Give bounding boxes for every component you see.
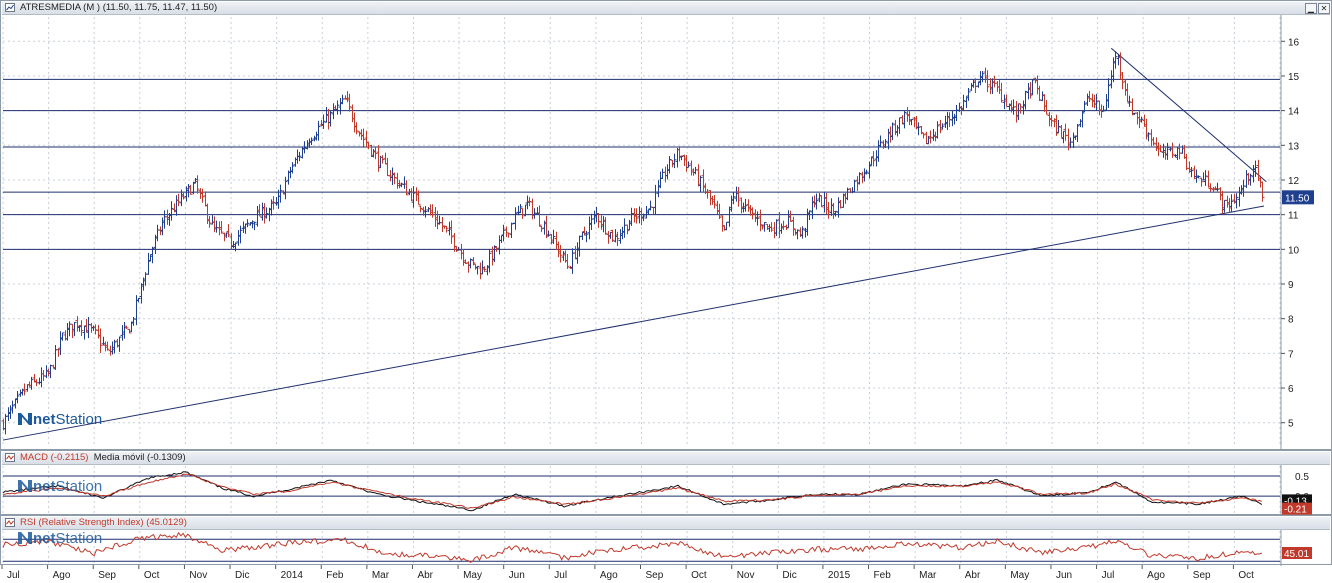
chart-icon [5,3,15,12]
price-panel-title: ATRESMEDIA (M ) (11.50, 11.75, 11.47, 11… [20,2,218,13]
netstation-logo-macd: netStation [17,478,102,495]
x-tick-label: Jul [1102,570,1115,581]
macd-signal-line [2,473,1262,509]
x-tick-label: Oct [144,570,160,581]
netstation-logo-icon [18,413,32,425]
x-tick-label: Mar [372,570,390,581]
price-panel: ATRESMEDIA (M ) (11.50, 11.75, 11.47, 11… [0,0,1332,451]
last-price-label: 11.50 [1285,193,1310,204]
last-price-tag [1282,190,1314,205]
macd-title-value: MACD (-0.2115) [20,452,89,463]
y-tick-label: 7 [1288,349,1294,360]
x-tick-label: Feb [326,570,344,581]
netstation-logo-icon [18,532,32,544]
x-tick-label: May [463,570,482,581]
rsi-value-tag-label: 45.01 [1284,549,1309,560]
y-tick-label: 13 [1288,141,1300,152]
x-tick-label: Dic [782,570,796,581]
rsi-panel: RSI (Relative Strength Index) (45.0129) … [0,515,1332,566]
x-tick-label: Nov [737,570,755,581]
netstation-logo-icon [18,480,32,492]
logo-net-text: net [33,411,56,428]
x-tick-label: Oct [691,570,707,581]
x-tick-label: 2014 [281,570,304,581]
x-tick-label: Nov [189,570,207,581]
logo-station-text: Station [55,530,103,547]
time-axis-labels: Jul Ago Sep Oct Nov Dic 2014 Feb Mar Abr May Jun Jul… [1,565,1254,581]
rsi-line [2,531,1262,563]
x-tick-label: Sep [646,570,664,581]
trendline [2,205,1265,441]
x-tick-label: Feb [874,570,892,581]
x-tick-label: Jun [509,570,525,581]
y-tick-label: 10 [1288,245,1300,256]
close-button[interactable]: ✕ [1318,3,1330,14]
macd-y-tick-label: 0.5 [1295,472,1309,483]
price-chart: 5 6 7 8 9 10 11 12 13 14 15 16 11.50 [1,15,1314,451]
y-tick-label: 15 [1288,72,1300,83]
indicator-icon [5,453,15,462]
x-tick-label: Jul [554,570,567,581]
macd-line [2,471,1263,512]
x-tick-label: 2015 [828,570,851,581]
x-tick-label: Ago [1147,570,1165,581]
logo-station-text: Station [55,478,103,495]
x-tick-label: Sep [1193,570,1211,581]
x-tick-label: Jul [7,570,20,581]
y-tick-label: 5 [1288,419,1294,430]
x-tick-label: Ago [53,570,71,581]
macd-panel-title: MACD (-0.2115) Media móvil (-0.1309) [20,452,186,464]
macd-chart: 0.50.0-0.13-0.21 [2,465,1312,516]
macd-value-tag-label: -0.21 [1284,505,1307,516]
netstation-logo: netStation [17,411,102,428]
x-tick-label: Mar [919,570,937,581]
indicator-icon [5,518,15,527]
logo-station-text: Station [55,411,103,428]
minimize-button[interactable]: ▁ [1305,3,1317,14]
x-tick-label: Abr [965,570,981,581]
logo-net-text: net [33,478,56,495]
x-tick-label: Dic [235,570,249,581]
y-tick-label: 14 [1288,107,1300,118]
macd-value-tag [1282,502,1312,515]
rsi-value-tag [1282,546,1312,559]
x-tick-label: Abr [417,570,433,581]
macd-panel: MACD (-0.2115) Media móvil (-0.1309) 0.5… [0,450,1332,516]
y-tick-label: 16 [1288,37,1300,48]
time-axis: Jul Ago Sep Oct Nov Dic 2014 Feb Mar Abr May Jun Jul… [0,564,1280,583]
y-tick-label: 6 [1288,384,1294,395]
logo-net-text: net [33,530,56,547]
macd-signal-title: Media móvil (-0.1309) [93,452,186,463]
macd-panel-titlebar: MACD (-0.2115) Media móvil (-0.1309) [2,452,1330,465]
x-tick-label: Oct [1238,570,1254,581]
macd-signal-tag-label: -0.13 [1284,496,1307,507]
rsi-chart: 45.01 [2,530,1312,566]
x-tick-label: Ago [600,570,618,581]
x-tick-label: May [1010,570,1029,581]
y-tick-label: 9 [1288,280,1294,291]
y-tick-label: 11 [1288,211,1299,222]
trendline [1110,47,1267,183]
rsi-panel-title: RSI (Relative Strength Index) (45.0129) [20,517,187,528]
y-tick-label: 8 [1288,315,1294,326]
price-panel-titlebar: ATRESMEDIA (M ) (11.50, 11.75, 11.47, 11… [2,2,1330,15]
rsi-panel-titlebar: RSI (Relative Strength Index) (45.0129) [2,517,1330,530]
x-tick-label: Sep [98,570,116,581]
netstation-logo-rsi: netStation [17,530,102,547]
x-tick-label: Jun [1056,570,1072,581]
y-tick-label: 12 [1288,176,1300,187]
